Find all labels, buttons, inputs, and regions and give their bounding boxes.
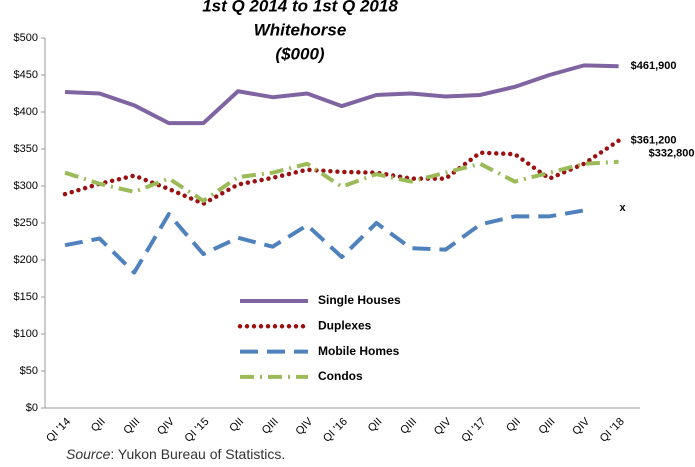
- series-line: [64, 159, 619, 203]
- chart-title: ($000): [275, 44, 324, 63]
- chart-title: Whitehorse: [254, 20, 347, 39]
- source-label: Source: [66, 446, 111, 462]
- x-tick-label: QII: [89, 416, 108, 435]
- x-tick-label: QIII: [121, 416, 142, 437]
- x-tick-label: QI '18: [598, 416, 627, 445]
- x-tick-label: QIV: [570, 415, 592, 437]
- x-tick-label: QI '14: [44, 416, 73, 445]
- y-tick-label: $100: [14, 328, 38, 340]
- series-line: [62, 138, 621, 207]
- value-label: $361,200: [631, 135, 677, 147]
- source: Source: Yukon Bureau of Statistics.: [66, 446, 285, 462]
- annotation: x: [620, 202, 627, 214]
- x-tick-label: QIII: [537, 416, 558, 437]
- x-tick-label: QIII: [260, 416, 281, 437]
- x-tick-label: QI '16: [321, 416, 350, 445]
- legend-label: Duplexes: [318, 318, 372, 332]
- x-tick-label: QI '15: [183, 416, 212, 445]
- value-label: $461,900: [631, 60, 677, 72]
- legend-label: Condos: [318, 369, 363, 383]
- value-label: $332,800: [649, 148, 695, 160]
- y-tick-label: $50: [20, 365, 38, 377]
- series-line: [64, 63, 619, 126]
- x-tick-label: QIV: [155, 415, 177, 437]
- source-text: : Yukon Bureau of Statistics.: [110, 446, 285, 462]
- x-tick-label: QIV: [293, 415, 315, 437]
- x-tick-label: QI '17: [459, 416, 488, 445]
- chart-title: 1st Q 2014 to 1st Q 2018: [202, 0, 398, 15]
- y-tick-label: $400: [14, 106, 38, 118]
- y-tick-label: $500: [14, 32, 38, 44]
- y-tick-label: $0: [26, 402, 38, 414]
- y-tick-label: $300: [14, 180, 38, 192]
- y-tick-label: $150: [14, 291, 38, 303]
- y-tick-label: $450: [14, 69, 38, 81]
- x-tick-label: QIV: [432, 415, 454, 437]
- x-tick-label: QII: [366, 416, 385, 435]
- x-tick-label: QII: [504, 416, 523, 435]
- y-tick-label: $350: [14, 143, 38, 155]
- series-line: [64, 208, 585, 275]
- x-tick-label: QIII: [398, 416, 419, 437]
- y-tick-label: $200: [14, 254, 38, 266]
- x-tick-label: QII: [227, 416, 246, 435]
- legend-label: Single Houses: [318, 293, 401, 307]
- legend-label: Mobile Homes: [318, 344, 400, 358]
- y-tick-label: $250: [14, 217, 38, 229]
